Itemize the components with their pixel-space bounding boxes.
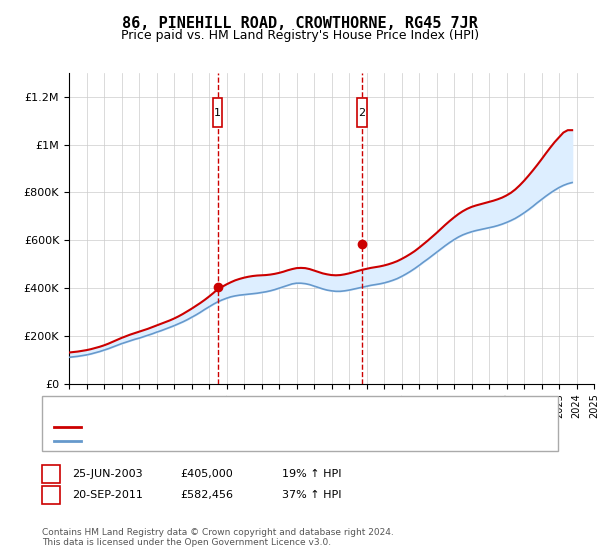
Text: 25-JUN-2003: 25-JUN-2003 xyxy=(72,469,143,479)
Text: 86, PINEHILL ROAD, CROWTHORNE, RG45 7JR: 86, PINEHILL ROAD, CROWTHORNE, RG45 7JR xyxy=(122,16,478,31)
FancyBboxPatch shape xyxy=(212,97,223,127)
Text: 20-SEP-2011: 20-SEP-2011 xyxy=(72,490,143,500)
Text: 86, PINEHILL ROAD, CROWTHORNE, RG45 7JR (detached house): 86, PINEHILL ROAD, CROWTHORNE, RG45 7JR … xyxy=(87,422,419,432)
Text: Price paid vs. HM Land Registry's House Price Index (HPI): Price paid vs. HM Land Registry's House … xyxy=(121,29,479,42)
Text: £405,000: £405,000 xyxy=(180,469,233,479)
Text: 19% ↑ HPI: 19% ↑ HPI xyxy=(282,469,341,479)
Text: HPI: Average price, detached house, Bracknell Forest: HPI: Average price, detached house, Brac… xyxy=(87,436,364,446)
Text: Contains HM Land Registry data © Crown copyright and database right 2024.
This d: Contains HM Land Registry data © Crown c… xyxy=(42,528,394,547)
Text: 2: 2 xyxy=(47,490,55,500)
Text: 37% ↑ HPI: 37% ↑ HPI xyxy=(282,490,341,500)
FancyBboxPatch shape xyxy=(357,97,367,127)
Text: 1: 1 xyxy=(214,108,221,118)
Text: 1: 1 xyxy=(47,469,55,479)
Text: £582,456: £582,456 xyxy=(180,490,233,500)
Text: 2: 2 xyxy=(358,108,365,118)
